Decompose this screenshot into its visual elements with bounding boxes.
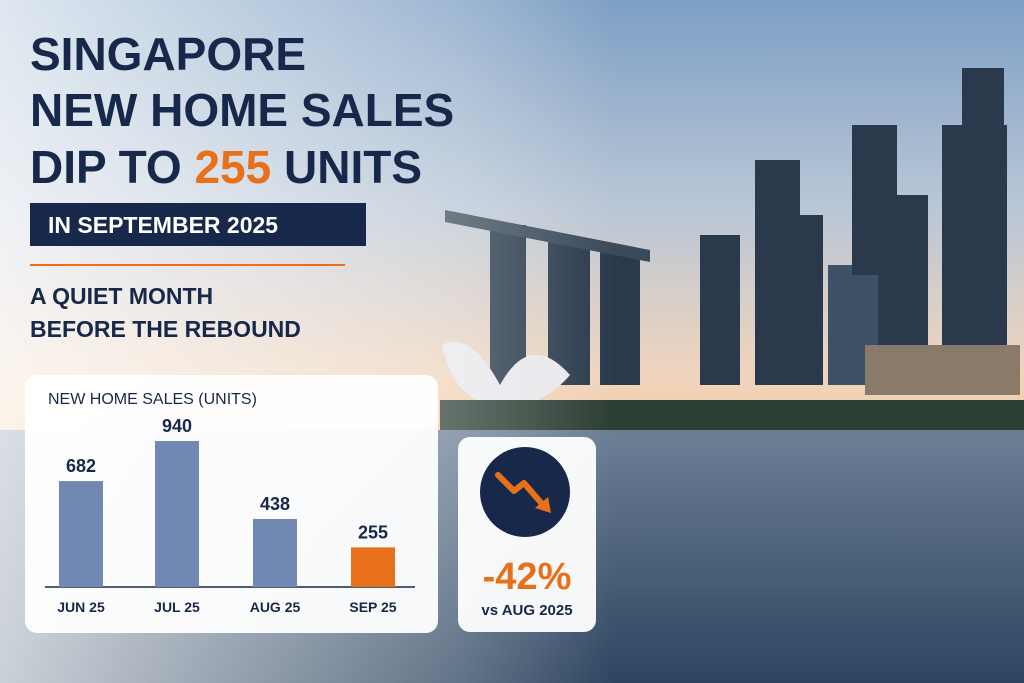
banner-box bbox=[30, 203, 366, 246]
bar bbox=[253, 518, 297, 587]
subtitle-line: BEFORE THE REBOUND bbox=[30, 316, 301, 342]
value-label: 940 bbox=[162, 416, 192, 436]
trend-icon bbox=[480, 447, 570, 537]
x-tick-label: JUN 25 bbox=[57, 599, 105, 615]
headline-line: DIP TO 255 UNITS bbox=[30, 141, 422, 193]
chart-card bbox=[25, 375, 438, 633]
x-tick-label: AUG 25 bbox=[250, 599, 301, 615]
bar bbox=[59, 481, 103, 587]
headline-text: UNITS bbox=[271, 141, 422, 193]
stat-caption: vs AUG 2025 bbox=[481, 602, 572, 619]
banner-text: IN SEPTEMBER 2025 bbox=[48, 212, 278, 238]
headline-line: NEW HOME SALES bbox=[30, 84, 454, 136]
headline-line: SINGAPORE bbox=[30, 28, 306, 80]
subtitle-line: A QUIET MONTH bbox=[30, 283, 213, 309]
x-tick-label: JUL 25 bbox=[154, 599, 200, 615]
value-label: 682 bbox=[66, 456, 96, 476]
x-tick-label: SEP 25 bbox=[349, 599, 396, 615]
headline-text: DIP TO bbox=[30, 141, 194, 193]
bars: 682 JUN 25 940 JUL 25 438 AUG 25 255 SEP 25 bbox=[57, 416, 397, 615]
trend-arrow bbox=[495, 472, 546, 508]
bar bbox=[351, 547, 395, 587]
bar bbox=[155, 441, 199, 587]
trend-arrowhead bbox=[535, 497, 551, 513]
headline-highlight: 255 bbox=[194, 141, 271, 193]
stat-value: -42% bbox=[483, 556, 572, 598]
chart-title: NEW HOME SALES (UNITS) bbox=[48, 391, 257, 408]
value-label: 255 bbox=[358, 522, 388, 542]
value-label: 438 bbox=[260, 494, 290, 514]
